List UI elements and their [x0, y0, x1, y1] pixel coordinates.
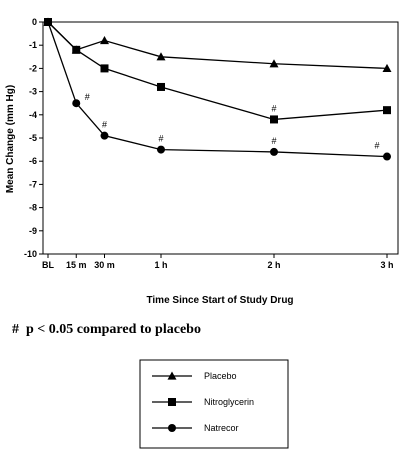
chart-axes — [42, 21, 399, 255]
legend-marker-placebo — [167, 371, 177, 380]
y-tick-label: -4 — [29, 110, 37, 120]
y-tick-label: -8 — [29, 203, 37, 213]
y-tick-label: -10 — [24, 249, 37, 259]
x-tick-label: 15 m — [66, 260, 87, 270]
y-tick-label: -9 — [29, 226, 37, 236]
legend-label-nitroglycerin: Nitroglycerin — [204, 397, 254, 407]
series-line-natrecor — [47, 21, 388, 158]
data-point-nitroglycerin — [270, 115, 278, 124]
x-tick-label: 3 h — [380, 260, 393, 270]
data-point-natrecor — [44, 18, 52, 26]
series-line-placebo — [47, 21, 388, 70]
chart-series — [43, 17, 392, 161]
data-point-placebo — [382, 63, 392, 72]
plot-frame — [42, 21, 399, 255]
legend-marker-natrecor — [168, 424, 176, 432]
significance-marker: # — [374, 141, 379, 151]
chart-annotations: # # # # # # — [85, 92, 380, 150]
series-line-nitroglycerin — [47, 21, 388, 121]
y-axis-title: Mean Change (mm Hg) — [5, 85, 16, 193]
y-tick-label: 0 — [32, 17, 37, 27]
y-tick-label: -7 — [29, 179, 37, 189]
y-tick-label: -1 — [29, 40, 37, 50]
legend-label-natrecor: Natrecor — [204, 423, 239, 433]
significance-marker: # — [271, 136, 276, 146]
data-point-natrecor — [157, 145, 165, 154]
significance-marker: # — [158, 134, 163, 144]
y-tick-label: -5 — [29, 133, 37, 143]
data-point-natrecor — [100, 131, 109, 140]
y-tick-label: -6 — [29, 156, 37, 166]
data-point-nitroglycerin — [383, 106, 391, 115]
data-point-placebo — [269, 59, 279, 68]
x-tick-label: 2 h — [267, 260, 280, 270]
x-tick-label: BL — [42, 260, 54, 270]
legend: Placebo Nitroglycerin Natrecor — [139, 359, 289, 449]
legend-label-placebo: Placebo — [204, 371, 237, 381]
significance-marker: # — [85, 92, 90, 102]
legend-marker-nitroglycerin — [168, 398, 176, 406]
x-tick-label: 30 m — [94, 260, 115, 270]
data-point-placebo — [100, 36, 109, 45]
legend-box — [139, 359, 289, 449]
y-tick-label: -3 — [29, 87, 37, 97]
x-axis-ticks: BL 15 m 30 m 1 h 2 h 3 h — [42, 254, 394, 270]
x-axis-title: Time Since Start of Study Drug — [146, 295, 293, 306]
data-point-natrecor — [270, 147, 278, 156]
data-point-nitroglycerin — [72, 45, 81, 54]
y-axis-ticks: 0 -1 -2 -3 -4 -5 -6 -7 -8 -9 -10 — [24, 17, 43, 259]
data-point-natrecor — [383, 152, 391, 161]
data-point-natrecor — [72, 99, 81, 108]
data-point-nitroglycerin — [157, 82, 165, 91]
data-point-nitroglycerin — [100, 64, 109, 73]
footnote: # p < 0.05 compared to placebo — [12, 322, 201, 337]
significance-marker: # — [271, 103, 276, 113]
data-point-placebo — [156, 52, 166, 61]
significance-marker: # — [102, 120, 107, 130]
x-tick-label: 1 h — [154, 260, 167, 270]
y-tick-label: -2 — [29, 63, 37, 73]
